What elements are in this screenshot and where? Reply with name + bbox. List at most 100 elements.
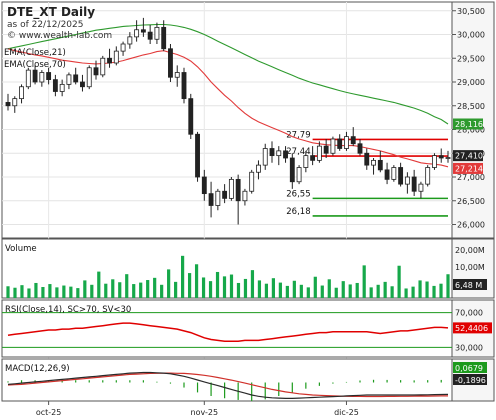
candle-body-up [391,167,397,180]
volume-bar [20,285,24,298]
price-axis-label: 28,000 [457,126,485,135]
candle [242,188,248,206]
candle-body-up [296,167,302,183]
candle [371,158,376,175]
candle-body-down [93,67,99,76]
candle [195,131,200,182]
candle-body-down [195,133,200,178]
candle-body-down [73,74,79,83]
date-axis: oct-25 nov-25 dic-25 [36,401,359,417]
price-axis-label: 26,000 [457,221,485,230]
candle-body-down [208,193,214,206]
candle [350,127,356,147]
candle-body-down [140,29,146,33]
candle-body-up [120,43,126,52]
volume-bar [432,285,436,298]
volume-bar [55,287,59,298]
candle [147,25,153,44]
candle [235,174,241,225]
candle [404,172,410,194]
legend-ema21: EMA(Close,21) [4,48,66,58]
candle-body-down [364,152,370,166]
price-axis-label: 27,000 [457,173,485,182]
candle-body-up [174,72,180,78]
candle [154,22,160,44]
candle-body-down [168,48,173,78]
volume-bar [341,281,345,298]
macd-hist-tag-label: 0,0679 [455,364,483,373]
candle [59,79,65,97]
candle [140,17,146,37]
candle [303,150,309,173]
candle [337,134,343,151]
candle [19,84,24,104]
volume-bar [13,287,17,298]
volume-bar [264,283,269,298]
candle-body-down [32,69,38,83]
volume-bar [257,280,262,298]
candle-body-down [337,138,343,149]
volume-bar [348,284,352,298]
candle [52,74,58,97]
candle [161,20,167,52]
volume-bar [132,284,136,298]
volume-bar [41,287,45,298]
volume-bar [383,281,387,298]
volume-bar [229,274,234,298]
volume-bar [376,284,380,298]
volume-bar [139,282,143,298]
volume-bar [111,279,115,298]
ema70-line [7,23,449,125]
candle-body-up [12,98,18,107]
volume-bar [208,281,213,298]
candle [215,188,221,211]
legend-ema70: EMA(Close,70) [4,60,66,70]
candle [174,65,180,87]
volume-bar [243,278,248,298]
site-credit: © www.wealth-lab.com [7,31,112,41]
candle [357,139,363,156]
candle-body-down [161,26,167,50]
rsi-tag-label: 52,4406 [455,324,488,333]
price-axis-label: 30,000 [457,31,485,40]
candle-body-up [432,155,437,168]
volume-bar [236,282,241,298]
candle [168,44,173,82]
candle [316,141,322,163]
candle [438,148,444,163]
candle-body-up [330,138,336,154]
candle-body-up [25,69,31,88]
candle [201,169,207,201]
candle-body-up [418,183,424,192]
volume-bar [355,282,359,298]
candle-body-down [323,145,329,154]
candle [276,146,282,166]
price-axis-label: 29,500 [457,54,485,63]
candle [411,169,417,196]
volume-bar [104,283,108,298]
rsi-axis-label: 70,000 [455,309,483,318]
candle [5,93,11,111]
candle-body-up [39,72,45,83]
candle [12,96,18,113]
price-tag-box [453,118,483,130]
volume-bar [425,281,429,298]
candle-body-down [269,148,275,157]
candle-body-down [46,72,52,81]
candle-body-down [222,190,228,199]
chart-title: DTE_XT Daily [7,5,95,20]
volume-bar [439,283,443,298]
level-label: 27,44 [286,147,310,157]
candle [134,20,140,42]
candle-body-down [201,176,207,195]
volume-bar [69,286,73,298]
candle-body-up [127,36,133,45]
level-label: 27,79 [286,130,310,140]
candle-body-down [411,176,417,192]
candle-body-up [100,57,106,76]
candle-body-up [445,157,451,159]
candle-body-down [80,81,85,88]
volume-bar [411,286,415,298]
price-tag-box [453,150,483,162]
candle [222,184,228,204]
